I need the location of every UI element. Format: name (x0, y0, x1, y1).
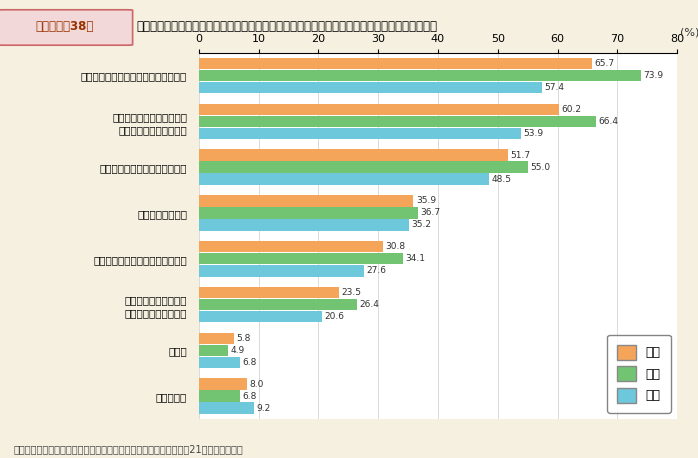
Bar (199, 104, 558, 115)
Text: 65.7: 65.7 (594, 59, 614, 68)
Bar (199, 174, 489, 185)
Bar (199, 82, 542, 93)
Text: 73.9: 73.9 (643, 71, 663, 80)
FancyBboxPatch shape (0, 10, 133, 45)
Text: 66.4: 66.4 (598, 117, 618, 126)
Bar (199, 344, 228, 356)
Bar (199, 265, 364, 277)
Bar (199, 311, 322, 322)
Text: 6.8: 6.8 (242, 358, 256, 367)
Text: 48.5: 48.5 (491, 174, 511, 184)
Bar (199, 253, 403, 265)
Text: 57.4: 57.4 (544, 83, 565, 92)
Text: 4.9: 4.9 (230, 346, 245, 355)
Bar (199, 299, 357, 311)
Text: (%): (%) (680, 27, 698, 37)
Bar (199, 390, 239, 402)
Text: 36.7: 36.7 (421, 208, 441, 218)
Bar (199, 195, 413, 207)
Text: 30.8: 30.8 (385, 242, 406, 251)
Text: 5.8: 5.8 (236, 334, 251, 343)
Bar (199, 207, 418, 219)
Text: 6.8: 6.8 (242, 392, 256, 401)
Bar (199, 149, 508, 161)
Text: （備考）内閣府「男女のライフスタイルに関する意識調査」（平成21年）より作成。: （備考）内閣府「男女のライフスタイルに関する意識調査」（平成21年）より作成。 (14, 444, 244, 454)
Legend: 総数, 女性, 男性: 総数, 女性, 男性 (607, 335, 671, 413)
Text: 35.2: 35.2 (412, 220, 431, 229)
Text: 女性が能力開発・発揮がしやすい社会にするために，行政に期待すること（性別）（複数回答）: 女性が能力開発・発揮がしやすい社会にするために，行政に期待すること（性別）（複数… (136, 20, 437, 33)
Bar (199, 58, 592, 69)
Text: 9.2: 9.2 (256, 403, 271, 413)
Text: 23.5: 23.5 (342, 288, 362, 297)
Text: 34.1: 34.1 (405, 254, 425, 263)
Bar (199, 357, 239, 368)
Text: 27.6: 27.6 (366, 266, 386, 275)
Bar (199, 219, 409, 231)
Text: 51.7: 51.7 (510, 151, 530, 160)
Bar (199, 378, 247, 390)
Bar (199, 333, 234, 344)
Text: 20.6: 20.6 (325, 312, 344, 321)
Bar (199, 128, 521, 139)
Text: 55.0: 55.0 (530, 163, 550, 172)
Text: 53.9: 53.9 (524, 129, 544, 138)
Bar (199, 162, 528, 173)
Text: 第１－特－38図: 第１－特－38図 (35, 20, 94, 33)
Bar (199, 70, 641, 82)
Text: 60.2: 60.2 (561, 105, 581, 114)
Bar (199, 241, 383, 252)
Text: 26.4: 26.4 (359, 300, 379, 309)
Text: 8.0: 8.0 (249, 380, 264, 389)
Bar (199, 403, 254, 414)
Bar (199, 115, 596, 127)
Text: 35.9: 35.9 (416, 196, 436, 206)
Bar (199, 287, 339, 298)
